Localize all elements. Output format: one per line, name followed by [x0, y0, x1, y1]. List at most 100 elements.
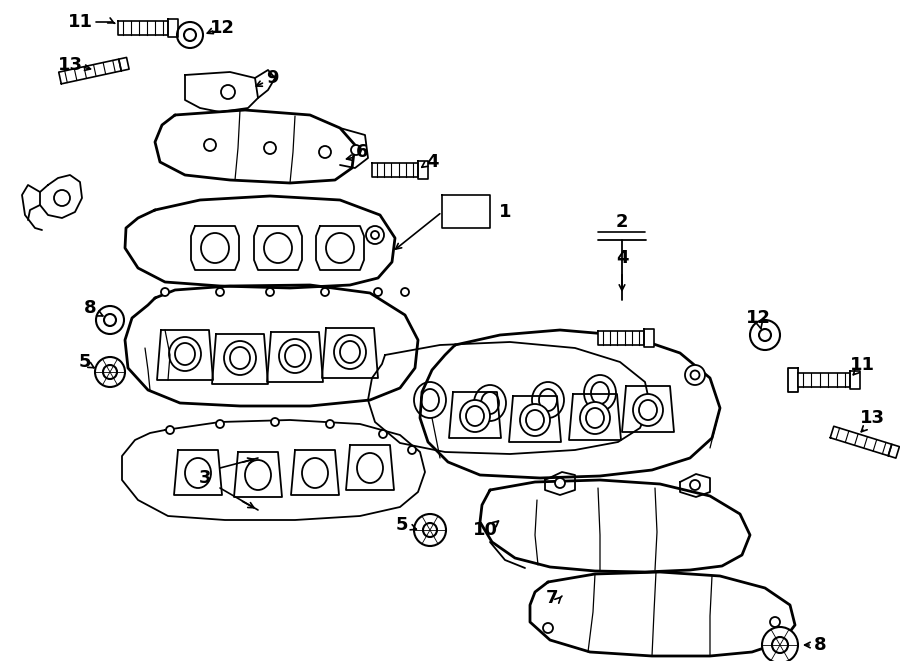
- Ellipse shape: [54, 190, 70, 206]
- Polygon shape: [191, 226, 239, 270]
- Text: 6: 6: [356, 143, 368, 161]
- Text: 4: 4: [426, 153, 438, 171]
- Polygon shape: [212, 334, 268, 384]
- Polygon shape: [254, 226, 302, 270]
- Ellipse shape: [319, 146, 331, 158]
- Polygon shape: [888, 444, 899, 458]
- Text: 12: 12: [210, 19, 235, 37]
- Polygon shape: [58, 59, 122, 84]
- Ellipse shape: [216, 420, 224, 428]
- Ellipse shape: [230, 347, 250, 369]
- Text: 3: 3: [199, 469, 212, 487]
- Ellipse shape: [302, 458, 328, 488]
- Polygon shape: [788, 368, 798, 392]
- Ellipse shape: [580, 402, 610, 434]
- Ellipse shape: [633, 394, 663, 426]
- Ellipse shape: [421, 389, 439, 411]
- Ellipse shape: [366, 226, 384, 244]
- Text: 4: 4: [616, 249, 628, 267]
- Ellipse shape: [221, 85, 235, 99]
- Text: 11: 11: [68, 13, 93, 31]
- Polygon shape: [372, 163, 418, 177]
- Ellipse shape: [264, 233, 292, 263]
- Polygon shape: [798, 373, 850, 387]
- Polygon shape: [155, 110, 355, 183]
- Ellipse shape: [423, 523, 437, 537]
- Ellipse shape: [104, 314, 116, 326]
- Ellipse shape: [584, 375, 616, 411]
- Ellipse shape: [520, 404, 550, 436]
- Polygon shape: [291, 450, 339, 495]
- Ellipse shape: [759, 329, 771, 341]
- Ellipse shape: [414, 382, 446, 418]
- Ellipse shape: [591, 382, 609, 404]
- Ellipse shape: [481, 392, 499, 414]
- Polygon shape: [680, 474, 710, 497]
- Ellipse shape: [224, 341, 256, 375]
- Polygon shape: [622, 386, 674, 432]
- Ellipse shape: [474, 385, 506, 421]
- Polygon shape: [174, 450, 222, 495]
- Ellipse shape: [216, 288, 224, 296]
- Ellipse shape: [166, 426, 174, 434]
- Ellipse shape: [770, 617, 780, 627]
- Ellipse shape: [374, 288, 382, 296]
- Ellipse shape: [266, 288, 274, 296]
- Ellipse shape: [371, 231, 379, 239]
- Polygon shape: [316, 226, 364, 270]
- Ellipse shape: [401, 288, 409, 296]
- Ellipse shape: [184, 29, 196, 41]
- Polygon shape: [234, 452, 282, 497]
- Ellipse shape: [532, 382, 564, 418]
- Polygon shape: [125, 196, 395, 288]
- Polygon shape: [420, 330, 720, 478]
- Text: 2: 2: [616, 213, 628, 231]
- Text: 7: 7: [545, 589, 558, 607]
- Ellipse shape: [685, 365, 705, 385]
- Ellipse shape: [169, 337, 201, 371]
- Polygon shape: [185, 72, 258, 112]
- Polygon shape: [830, 426, 892, 455]
- Text: 9: 9: [266, 69, 278, 87]
- Text: 13: 13: [860, 409, 885, 427]
- Polygon shape: [118, 21, 168, 35]
- Polygon shape: [545, 472, 575, 495]
- Ellipse shape: [285, 345, 305, 367]
- Ellipse shape: [326, 233, 354, 263]
- Ellipse shape: [379, 430, 387, 438]
- Ellipse shape: [177, 22, 203, 48]
- Polygon shape: [125, 285, 418, 406]
- Ellipse shape: [204, 139, 216, 151]
- Ellipse shape: [95, 357, 125, 387]
- Text: 13: 13: [58, 56, 83, 74]
- Ellipse shape: [175, 343, 195, 365]
- Polygon shape: [530, 572, 795, 656]
- Polygon shape: [157, 330, 213, 380]
- Ellipse shape: [103, 365, 117, 379]
- Text: 8: 8: [84, 299, 96, 317]
- Polygon shape: [449, 392, 501, 438]
- Polygon shape: [346, 445, 394, 490]
- Ellipse shape: [408, 446, 416, 454]
- Text: 8: 8: [814, 636, 826, 654]
- Text: 12: 12: [745, 309, 770, 327]
- Ellipse shape: [201, 233, 229, 263]
- Ellipse shape: [543, 623, 553, 633]
- Text: 11: 11: [850, 356, 875, 374]
- Polygon shape: [267, 332, 323, 382]
- Ellipse shape: [334, 335, 366, 369]
- Polygon shape: [168, 19, 178, 37]
- Polygon shape: [850, 371, 860, 389]
- Ellipse shape: [750, 320, 780, 350]
- Ellipse shape: [639, 400, 657, 420]
- Ellipse shape: [466, 406, 484, 426]
- Ellipse shape: [321, 288, 329, 296]
- Ellipse shape: [555, 478, 565, 488]
- Ellipse shape: [357, 453, 383, 483]
- Ellipse shape: [460, 400, 490, 432]
- Ellipse shape: [96, 306, 124, 334]
- Text: 5: 5: [396, 516, 409, 534]
- Polygon shape: [598, 331, 644, 345]
- Ellipse shape: [586, 408, 604, 428]
- Ellipse shape: [271, 418, 279, 426]
